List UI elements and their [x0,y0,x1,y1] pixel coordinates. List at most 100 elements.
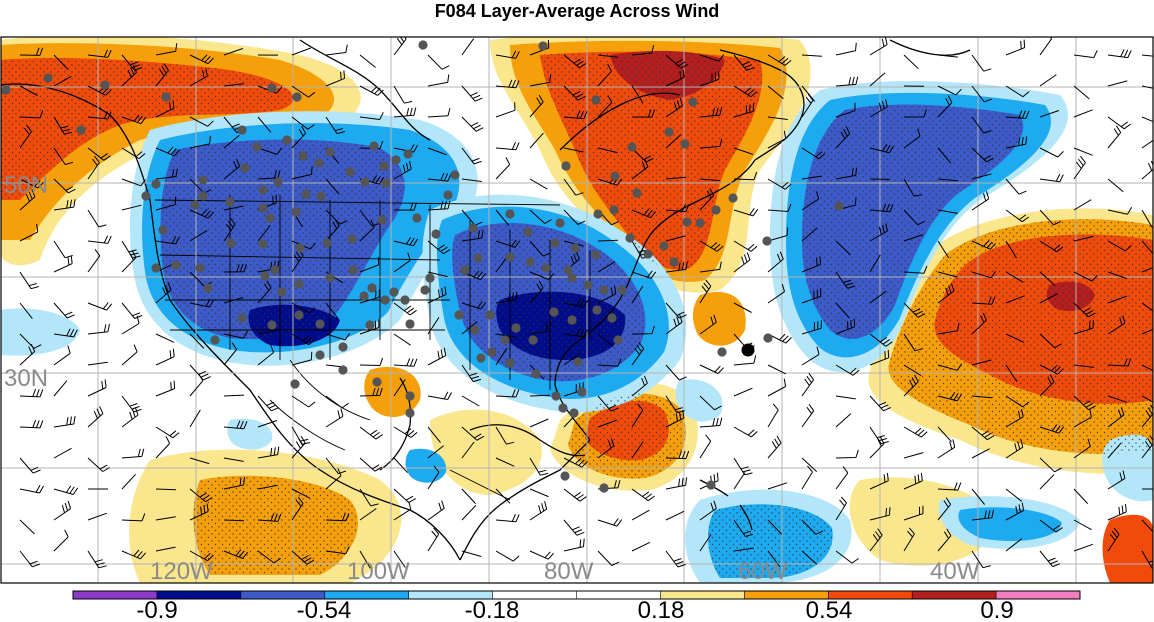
wind-barb [427,465,440,490]
station-dot [338,365,348,375]
station-dot [369,141,379,151]
wind-barb [291,126,307,149]
wind-barb [359,357,384,366]
wind-barb [257,329,278,335]
wind-barb [19,223,39,242]
wind-barb [665,235,686,242]
wind-barb [121,54,143,71]
wind-barb [1141,266,1153,273]
wind-barb [121,344,138,366]
wind-barb [869,144,895,154]
wind-barb [903,234,924,242]
wind-barbs [19,37,1153,569]
station-dot [570,243,580,253]
graticule [1,37,1153,583]
wind-barb [1039,364,1064,375]
wind-barb [495,513,520,523]
wind-barb [699,534,712,552]
station-dot [567,273,577,283]
wind-barb [733,208,759,217]
wind-barb [121,395,142,413]
wind-barb [937,363,963,371]
wind-barb [767,378,787,397]
wind-barb [257,420,278,428]
wind-barb [495,291,518,304]
wind-barb [223,83,244,87]
station-dot [610,171,620,181]
wind-barb [597,239,619,242]
wind-barb [53,116,73,135]
wind-barb [393,379,406,397]
wind-barb [1073,85,1090,100]
wind-barb [495,347,508,366]
colorbar-swatch [576,591,661,599]
wind-barb [495,102,516,118]
station-dot [541,263,551,273]
wind-barb [121,513,146,522]
colorbar-swatch [828,591,913,599]
wind-barb [597,54,618,58]
wind-barb [461,364,482,383]
wind-barb [665,450,690,460]
wind-barb [359,175,385,185]
wind-barb [189,116,214,127]
lat-label-30n: 30N [4,365,48,392]
station-dot [500,335,510,345]
wind-barb [121,302,143,319]
wind-barb [937,426,952,443]
station-dot [632,188,642,198]
station-dot [190,200,200,210]
wind-barb [155,436,171,459]
wind-barb [53,345,71,366]
wind-barb [189,135,211,149]
wind-barb [87,323,110,335]
station-dot [454,310,464,320]
wind-barb [427,271,448,278]
wind-barb [937,147,952,164]
station-dot [100,80,110,90]
wind-barb [767,482,788,490]
lon-label-60w: 60W [738,558,788,585]
station-dot [260,271,270,281]
wind-barb [223,342,238,366]
wind-barb [359,85,384,96]
wind-barb [121,448,145,459]
wind-barb [189,550,214,562]
station-dot [322,238,332,248]
wind-barb [631,325,655,335]
wind-barb [937,322,960,335]
wind-barb [427,527,440,552]
wind-barb [189,364,211,381]
station-dot [365,320,375,330]
wind-barb [733,472,746,490]
wind-barb [1107,407,1125,428]
wind-barb [903,128,921,149]
wind-barb [835,550,859,564]
wind-barb [393,37,407,56]
station-dot [560,471,570,481]
wind-barb [1039,37,1053,56]
wind-barb [461,230,484,242]
wind-barb [1107,315,1126,335]
station-dot [76,125,86,135]
wind-barb [393,550,406,568]
lon-label-120w: 120W [150,558,213,585]
station-dot [316,191,326,201]
wind-barb [801,256,821,273]
wind-barb [325,70,345,87]
station-dot [505,209,515,219]
wind-barb [869,37,888,56]
wind-barb [835,167,858,180]
station-dot [669,257,679,267]
wind-barb [937,528,952,552]
wind-barb [1141,160,1153,180]
wind-barb [427,500,445,521]
wind-barb [1005,39,1026,56]
station-dot [367,283,377,293]
wind-barb [971,509,994,521]
station-dot [360,177,370,187]
wind-barb [1073,543,1093,552]
wind-barb [359,508,377,521]
wind-barb [529,178,548,190]
station-dot [505,252,515,262]
